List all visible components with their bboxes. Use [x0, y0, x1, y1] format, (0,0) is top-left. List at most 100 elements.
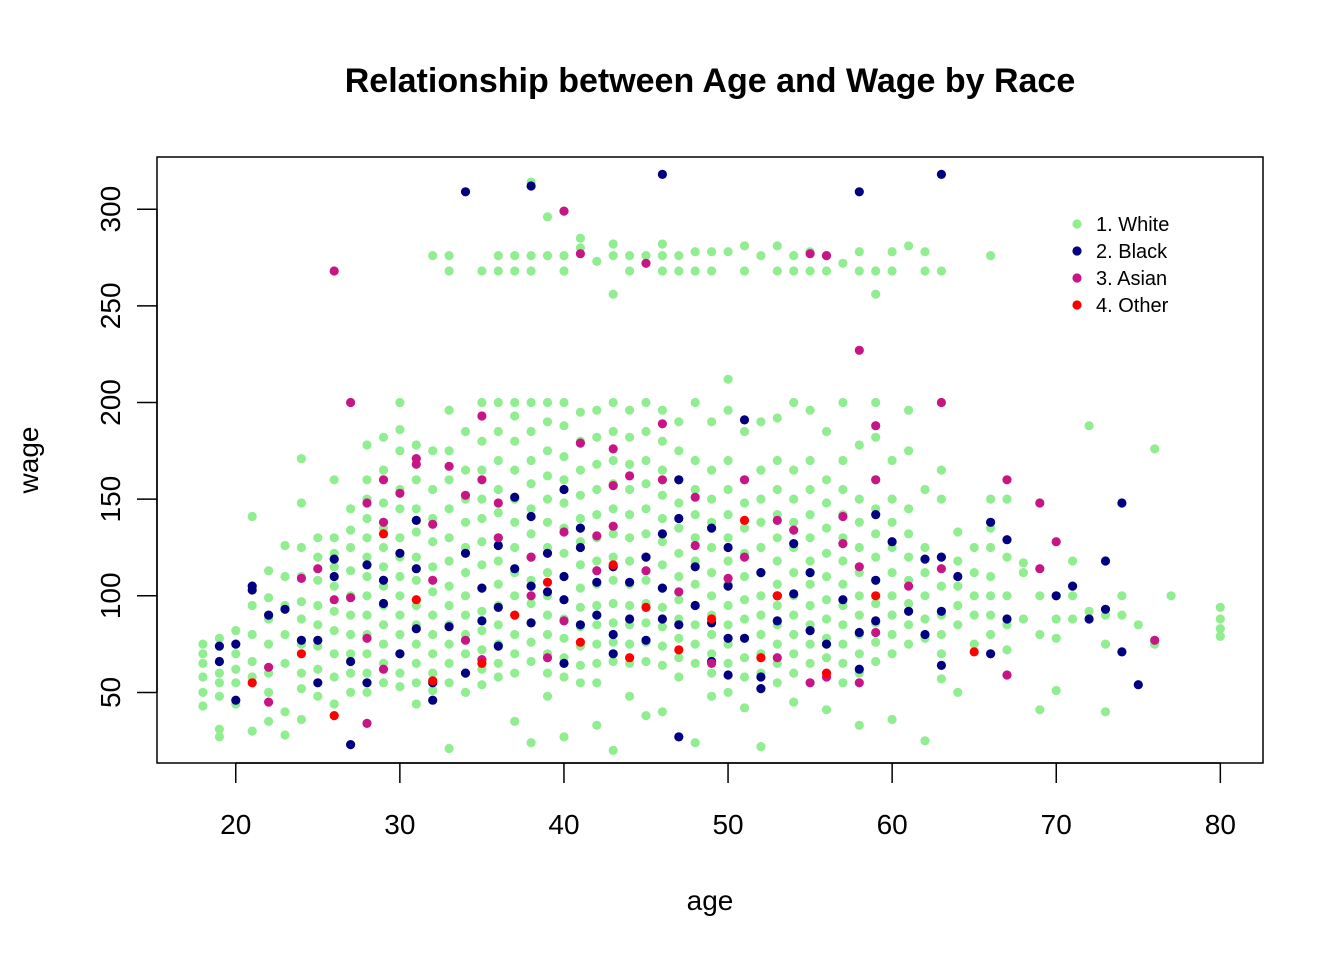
data-point	[411, 678, 421, 688]
data-point	[986, 542, 996, 553]
data-point	[723, 658, 733, 669]
data-point	[575, 660, 586, 671]
data-point	[657, 239, 668, 249]
data-point	[1068, 614, 1078, 624]
data-point	[428, 695, 438, 705]
data-point	[887, 517, 897, 527]
data-point	[362, 440, 372, 450]
data-point	[904, 446, 914, 456]
legend-marker	[1072, 246, 1082, 256]
data-point	[723, 670, 733, 680]
data-point	[920, 542, 930, 553]
data-point	[625, 614, 635, 624]
data-point	[986, 610, 996, 620]
data-point	[542, 212, 553, 222]
data-point	[395, 446, 405, 456]
x-tick-label: 80	[1205, 809, 1236, 840]
data-point	[674, 251, 684, 261]
data-point	[313, 664, 323, 674]
data-point	[1100, 604, 1111, 614]
data-point	[1133, 620, 1143, 630]
data-point	[739, 475, 750, 485]
data-point	[608, 481, 618, 491]
data-point	[247, 678, 257, 688]
data-point	[707, 417, 717, 427]
data-point	[493, 556, 503, 566]
data-point	[575, 438, 586, 448]
legend-marker	[1072, 273, 1082, 283]
x-axis: 20 30 40 50 60 70 80	[220, 762, 1236, 840]
data-point	[936, 564, 947, 574]
data-point	[707, 494, 717, 504]
data-point	[657, 490, 668, 500]
data-point	[936, 629, 947, 640]
data-point	[477, 680, 487, 690]
data-point	[542, 653, 553, 663]
data-point	[657, 436, 668, 446]
y-tick-label: 50	[95, 677, 126, 708]
data-point	[690, 540, 700, 551]
data-point	[986, 629, 996, 640]
legend-item: 1. White	[1072, 214, 1169, 236]
data-point	[378, 575, 389, 585]
data-point	[854, 247, 864, 257]
data-point	[592, 610, 602, 620]
data-point	[313, 691, 323, 701]
data-point	[592, 531, 602, 541]
data-point	[411, 527, 421, 537]
data-point	[887, 266, 897, 276]
data-point	[608, 575, 618, 585]
data-point	[395, 397, 405, 408]
data-point	[936, 581, 947, 591]
data-point	[526, 455, 536, 466]
data-point	[346, 629, 356, 640]
data-point	[986, 591, 996, 601]
data-point	[1035, 498, 1045, 508]
data-point	[296, 597, 306, 607]
data-point	[346, 504, 356, 514]
data-point	[674, 587, 684, 597]
data-point	[526, 598, 536, 609]
data-point	[1002, 494, 1012, 504]
data-point	[871, 627, 881, 638]
data-point	[854, 345, 864, 355]
data-point	[231, 626, 241, 636]
data-point	[592, 556, 602, 566]
data-point	[296, 614, 306, 624]
data-point	[936, 266, 947, 276]
data-point	[854, 562, 864, 572]
data-point	[904, 598, 914, 609]
data-point	[854, 649, 864, 659]
data-point	[296, 454, 306, 464]
data-point	[854, 720, 864, 730]
data-point	[477, 626, 487, 636]
data-point	[739, 266, 750, 276]
data-point	[723, 484, 733, 495]
data-point	[1068, 556, 1078, 566]
data-point	[690, 639, 700, 649]
data-point	[510, 397, 520, 408]
data-point	[969, 542, 979, 553]
data-point	[575, 407, 586, 417]
data-point	[313, 620, 323, 630]
data-point	[1051, 685, 1061, 696]
data-point	[920, 629, 930, 640]
data-point	[723, 687, 733, 698]
data-point	[871, 637, 881, 647]
data-point	[214, 691, 224, 701]
data-point	[887, 629, 897, 640]
data-point	[854, 440, 864, 450]
data-point	[329, 606, 339, 616]
data-point	[428, 446, 438, 456]
data-point	[674, 548, 684, 558]
data-point	[542, 577, 553, 587]
data-point	[280, 730, 290, 740]
data-point	[936, 169, 947, 179]
data-point	[592, 658, 602, 669]
data-point	[789, 525, 799, 535]
x-tick-label: 20	[220, 809, 251, 840]
data-point	[871, 289, 881, 299]
data-point	[723, 374, 733, 384]
data-point	[854, 494, 864, 504]
data-point	[362, 498, 372, 508]
